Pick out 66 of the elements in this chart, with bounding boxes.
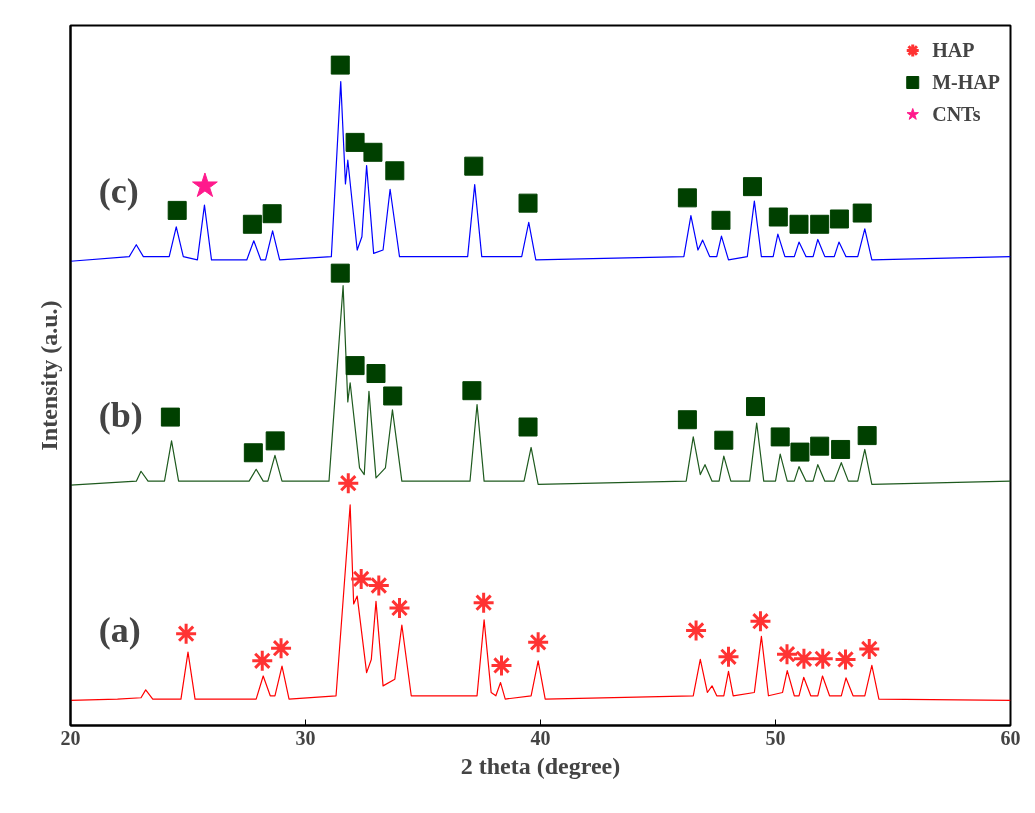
point xyxy=(677,188,697,208)
point xyxy=(810,436,830,456)
point xyxy=(717,645,740,669)
x-tick-label: 50 xyxy=(765,726,786,749)
point xyxy=(857,637,881,661)
point xyxy=(746,397,766,417)
point xyxy=(831,439,851,459)
legend-label: M-HAP xyxy=(932,70,1000,94)
point xyxy=(742,177,762,197)
point xyxy=(775,642,799,666)
point xyxy=(262,204,282,224)
point xyxy=(748,609,772,633)
point xyxy=(242,214,262,234)
annotation: (a) xyxy=(98,610,141,651)
point xyxy=(684,618,708,642)
point xyxy=(349,567,373,591)
point xyxy=(167,200,187,220)
annotation: (b) xyxy=(98,395,143,436)
point xyxy=(345,132,365,152)
y-axis-title: Intensity (a.u.) xyxy=(35,300,62,451)
point xyxy=(677,410,697,430)
legend-label: CNTs xyxy=(932,102,981,126)
point xyxy=(250,649,274,673)
x-tick-label: 60 xyxy=(1000,726,1021,749)
point xyxy=(243,443,263,463)
point xyxy=(792,647,816,671)
point xyxy=(834,647,858,671)
legend-label: HAP xyxy=(932,38,975,62)
x-tick-label: 20 xyxy=(60,726,81,749)
point xyxy=(472,591,496,615)
point xyxy=(366,364,386,384)
point xyxy=(810,214,830,234)
x-axis-title: 2 theta (degree) xyxy=(460,752,621,779)
point xyxy=(265,431,285,451)
point xyxy=(388,596,411,620)
point xyxy=(363,142,383,162)
point xyxy=(526,630,550,654)
point xyxy=(789,214,809,234)
annotation: (c) xyxy=(98,171,139,212)
point xyxy=(345,356,365,376)
point xyxy=(857,426,877,446)
point xyxy=(770,427,790,447)
point xyxy=(336,471,360,495)
point xyxy=(790,442,810,462)
point xyxy=(367,574,391,597)
point xyxy=(330,55,350,75)
x-tick-label: 30 xyxy=(295,726,316,749)
point xyxy=(518,193,538,213)
point xyxy=(711,210,731,230)
point xyxy=(383,386,403,406)
point xyxy=(714,430,734,450)
point xyxy=(768,207,788,227)
point xyxy=(811,647,835,671)
point xyxy=(269,636,293,660)
point xyxy=(852,203,872,223)
point xyxy=(462,381,482,401)
point xyxy=(829,209,849,229)
point xyxy=(464,156,484,176)
point xyxy=(192,172,218,197)
x-tick-label: 40 xyxy=(530,726,551,749)
point xyxy=(518,417,538,437)
point xyxy=(160,407,180,427)
point xyxy=(174,622,198,646)
point xyxy=(489,653,513,677)
point xyxy=(330,263,350,283)
point xyxy=(385,161,405,181)
